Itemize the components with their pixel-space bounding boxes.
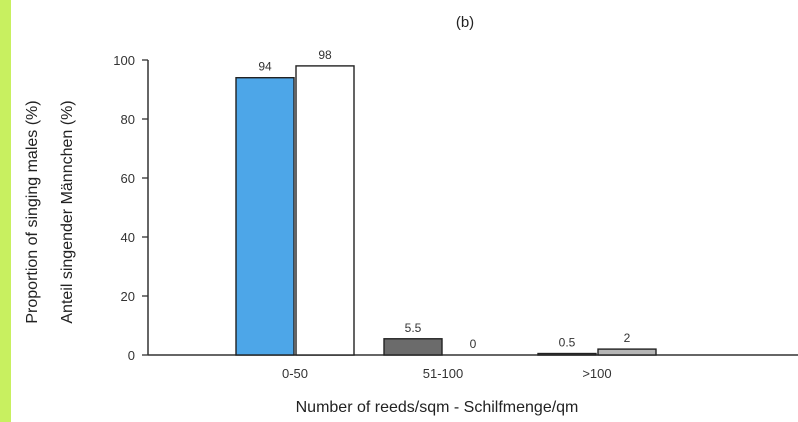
data-label: 0 [470, 337, 477, 351]
bar [295, 65, 355, 356]
data-label: 94 [258, 60, 272, 74]
y-tick-label: 40 [121, 230, 135, 245]
y-tick-label: 20 [121, 289, 135, 304]
y-axis-title-english: Proportion of singing males (%) [24, 100, 41, 323]
accent-strip [0, 0, 11, 422]
y-tick-label: 80 [121, 112, 135, 127]
x-tick-label: >100 [582, 366, 611, 381]
bar [383, 338, 443, 356]
y-axis-title-german: Anteil singender Männchen (%) [59, 100, 76, 323]
x-axis-title: Number of reeds/sqm - Schilfmenge/qm [296, 399, 579, 416]
data-label: 0.5 [559, 336, 576, 350]
bar [537, 352, 597, 356]
data-label: 2 [624, 331, 631, 345]
y-tick-label: 0 [128, 348, 135, 363]
bar [235, 76, 295, 356]
y-tick-label: 100 [113, 53, 135, 68]
data-label: 98 [318, 48, 332, 62]
bar [597, 348, 657, 356]
x-tick-label: 51-100 [423, 366, 463, 381]
data-label: 5.5 [405, 321, 422, 335]
chart-title: (b) [456, 14, 474, 31]
y-tick-label: 60 [121, 171, 135, 186]
x-tick-label: 0-50 [282, 366, 308, 381]
